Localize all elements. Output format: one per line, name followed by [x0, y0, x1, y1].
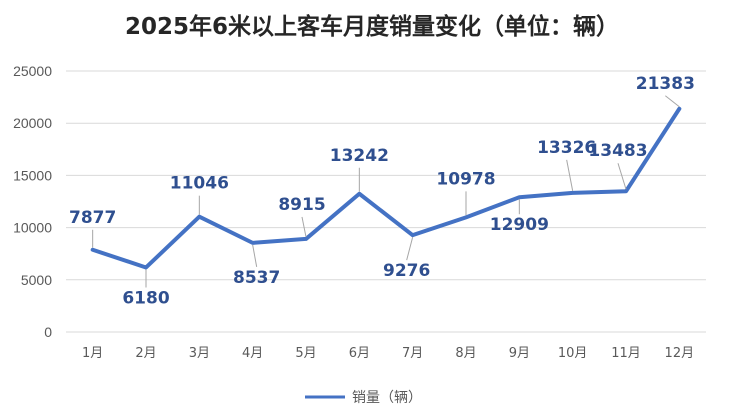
data-label: 8915: [278, 195, 325, 215]
y-axis-ticks: 0 5000 10000 15000 20000 25000: [13, 63, 52, 340]
legend-label: 销量（辆）: [352, 390, 422, 406]
data-label: 13326: [537, 138, 596, 158]
x-tick-label: 10月: [558, 346, 588, 361]
series-line-layer: [90, 106, 682, 270]
data-label: 11046: [170, 174, 229, 194]
data-label-leader: [406, 237, 414, 261]
data-label: 8537: [233, 268, 280, 288]
legend: 销量（辆）: [305, 390, 422, 406]
data-label: 9276: [383, 261, 430, 281]
x-tick-label: 4月: [242, 346, 263, 361]
y-tick-label: 20000: [13, 115, 52, 131]
data-label-leader: [252, 244, 258, 267]
x-tick-label: 11月: [611, 346, 641, 361]
data-label-leader: [665, 95, 680, 108]
y-tick-label: 5000: [21, 272, 52, 288]
y-tick-label: 25000: [13, 63, 52, 79]
data-label-leader: [301, 216, 307, 238]
x-tick-label: 12月: [665, 346, 695, 361]
data-label: 10978: [436, 169, 495, 189]
x-tick-label: 1月: [82, 346, 103, 361]
data-label-leaders: [92, 95, 680, 288]
data-label: 6180: [122, 288, 169, 308]
data-label: 7877: [69, 208, 116, 228]
data-label-leader: [566, 159, 574, 191]
series-line: [90, 106, 682, 270]
data-label-leader: [617, 163, 627, 190]
gridlines: [66, 70, 706, 333]
y-tick-label: 10000: [13, 220, 52, 236]
x-axis-ticks: 1月 2月 3月 4月 5月 6月 7月 8月 9月 10月 11月 12月: [82, 346, 694, 361]
data-label: 21383: [636, 74, 695, 94]
x-tick-label: 7月: [402, 346, 423, 361]
data-label: 13483: [588, 141, 647, 161]
x-tick-label: 8月: [455, 346, 476, 361]
chart-title: 2025年6米以上客车月度销量变化（单位：辆）: [125, 13, 619, 40]
data-label: 12909: [490, 215, 549, 235]
data-label: 13242: [330, 146, 389, 166]
y-tick-label: 15000: [13, 167, 52, 183]
x-tick-label: 2月: [135, 346, 156, 361]
x-tick-label: 3月: [189, 346, 210, 361]
x-tick-label: 6月: [349, 346, 370, 361]
y-tick-label: 0: [44, 324, 52, 340]
x-tick-label: 9月: [509, 346, 530, 361]
data-labels: 7877 6180 11046 8537 8915 13242 9276 10978 12909…: [69, 74, 695, 309]
x-tick-label: 5月: [295, 346, 316, 361]
